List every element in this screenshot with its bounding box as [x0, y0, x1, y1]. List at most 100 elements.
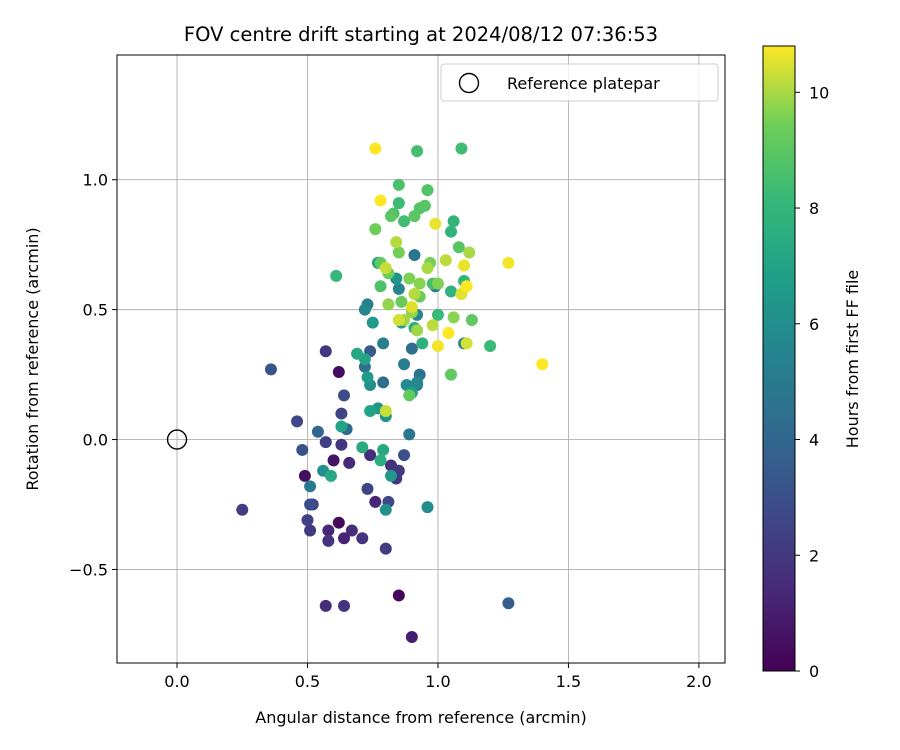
y-tick-label: 0.0	[83, 431, 108, 450]
data-point	[356, 441, 369, 454]
data-point	[463, 246, 476, 259]
data-point	[377, 443, 390, 456]
x-tick-label: 0.5	[295, 672, 320, 691]
data-point	[408, 288, 421, 301]
x-tick-label: 1.5	[556, 672, 581, 691]
data-point	[398, 358, 411, 371]
data-point	[398, 449, 411, 462]
data-point	[392, 282, 405, 295]
data-point	[502, 597, 515, 610]
data-point	[460, 337, 473, 350]
legend-marker-icon	[458, 72, 480, 94]
data-point	[364, 449, 377, 462]
data-point	[421, 501, 434, 514]
data-point	[356, 532, 369, 545]
data-point	[458, 259, 471, 272]
data-point	[455, 142, 468, 155]
data-point	[379, 503, 392, 516]
data-point	[439, 254, 452, 267]
data-point	[374, 194, 387, 207]
data-point	[324, 469, 337, 482]
data-point	[392, 314, 405, 327]
data-point	[465, 314, 478, 327]
y-tick-label: −0.5	[69, 560, 108, 579]
data-point	[332, 516, 345, 529]
data-point	[452, 241, 465, 254]
data-point	[405, 631, 418, 644]
data-point	[345, 524, 358, 537]
data-point	[421, 262, 434, 275]
data-point	[484, 340, 497, 353]
data-point	[319, 599, 332, 612]
data-point	[332, 365, 345, 378]
data-point	[405, 301, 418, 314]
data-point	[536, 358, 549, 371]
data-point	[322, 524, 335, 537]
data-point	[319, 345, 332, 358]
data-point	[379, 404, 392, 417]
data-point	[382, 298, 395, 311]
data-point	[236, 503, 249, 516]
y-axis-ticks: −0.5 0.0 0.5 1.0	[69, 171, 117, 579]
reference-marker	[166, 429, 188, 450]
data-point	[411, 145, 424, 158]
colorbar-label: Hours from first FF file	[843, 270, 862, 449]
data-point	[447, 311, 460, 324]
data-point	[460, 280, 473, 293]
data-point	[361, 482, 374, 495]
x-tick-label: 0.0	[164, 672, 189, 691]
data-point	[369, 142, 382, 155]
data-point	[374, 454, 387, 467]
data-point	[379, 542, 392, 555]
y-axis-label: Rotation from reference (arcmin)	[23, 227, 42, 490]
data-point	[445, 285, 458, 298]
x-axis-ticks: 0.0 0.5 1.0 1.5 2.0	[164, 663, 712, 691]
data-point	[379, 262, 392, 275]
data-point	[392, 246, 405, 259]
data-point	[369, 223, 382, 236]
data-point	[322, 534, 335, 547]
y-tick-label: 1.0	[83, 171, 108, 190]
data-point	[418, 199, 431, 212]
data-point	[377, 337, 390, 350]
legend-entry-reference: Reference platepar	[507, 74, 660, 93]
data-point	[338, 599, 351, 612]
data-point	[330, 269, 343, 282]
data-point	[502, 256, 515, 269]
data-point	[431, 340, 444, 353]
data-point	[426, 319, 439, 332]
colorbar-tick-label: 8	[809, 199, 819, 218]
data-point	[405, 342, 418, 355]
data-point	[369, 495, 382, 508]
data-point	[311, 425, 324, 438]
data-point	[335, 438, 348, 451]
data-point	[358, 303, 371, 316]
data-point	[421, 184, 434, 197]
data-point	[413, 277, 426, 290]
colorbar-ticks: 0 2 4 6 8 10	[795, 83, 829, 681]
grid-lines	[117, 55, 725, 663]
data-point	[442, 327, 455, 340]
data-point	[319, 436, 332, 449]
data-point	[403, 428, 416, 441]
data-point	[408, 249, 421, 262]
colorbar-tick-label: 6	[809, 315, 819, 334]
colorbar-gradient	[762, 45, 796, 672]
data-point	[338, 389, 351, 402]
data-point	[377, 376, 390, 389]
data-point	[291, 415, 304, 428]
data-point	[403, 272, 416, 285]
data-point	[361, 371, 374, 384]
data-point	[411, 324, 424, 337]
legend: Reference platepar	[440, 63, 719, 102]
reference-point	[166, 429, 188, 450]
x-tick-label: 2.0	[686, 672, 711, 691]
data-point	[395, 295, 408, 308]
colorbar-tick-label: 4	[809, 431, 819, 450]
data-point	[298, 469, 311, 482]
plot-frame	[116, 54, 726, 664]
data-point	[304, 524, 317, 537]
colorbar-tick-label: 0	[809, 662, 819, 681]
data-point	[408, 210, 421, 223]
